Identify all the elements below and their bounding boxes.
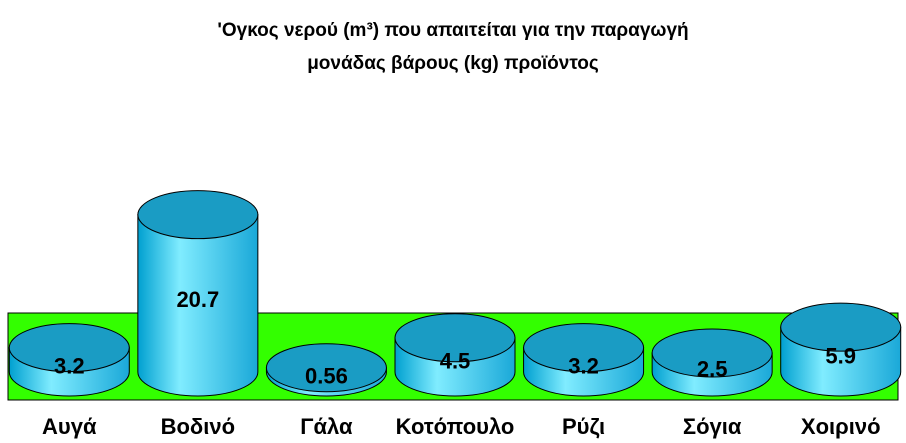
- x-tick-label: Ρύζι: [562, 414, 605, 439]
- cylinder: [265, 343, 387, 397]
- x-tick-label: Χοιρινό: [801, 414, 881, 439]
- value-label: 20.7: [176, 287, 219, 312]
- cylinder-top: [780, 302, 902, 352]
- cylinder-top: [8, 323, 130, 373]
- cylinder-body: [137, 214, 259, 397]
- chart-title: 'Ογκος νερού (m³) που απαιτείται για την…: [217, 20, 689, 74]
- cylinder: [137, 190, 259, 397]
- x-tick-label: Γάλα: [300, 414, 353, 439]
- cylinder: [394, 313, 516, 397]
- x-tick-label: Σόγια: [683, 414, 742, 439]
- cylinder: [8, 323, 130, 397]
- value-label: 0.56: [305, 364, 348, 389]
- value-label: 3.2: [54, 354, 85, 379]
- cylinder: [651, 328, 773, 397]
- cylinder-top: [265, 343, 387, 393]
- value-label: 3.2: [568, 354, 599, 379]
- x-tick-label: Βοδινό: [161, 414, 235, 439]
- cylinder-top: [137, 190, 259, 240]
- cylinder-top: [651, 328, 773, 378]
- value-label: 5.9: [825, 343, 856, 368]
- x-tick-label: Κοτόπουλο: [396, 414, 515, 439]
- cylinder: [780, 302, 902, 397]
- cylinder-top: [394, 313, 516, 363]
- value-label: 4.5: [440, 349, 471, 374]
- x-tick-label: Αυγά: [42, 414, 97, 439]
- cylinder: [523, 323, 645, 397]
- value-label: 2.5: [697, 356, 728, 381]
- cylinder-top: [523, 323, 645, 373]
